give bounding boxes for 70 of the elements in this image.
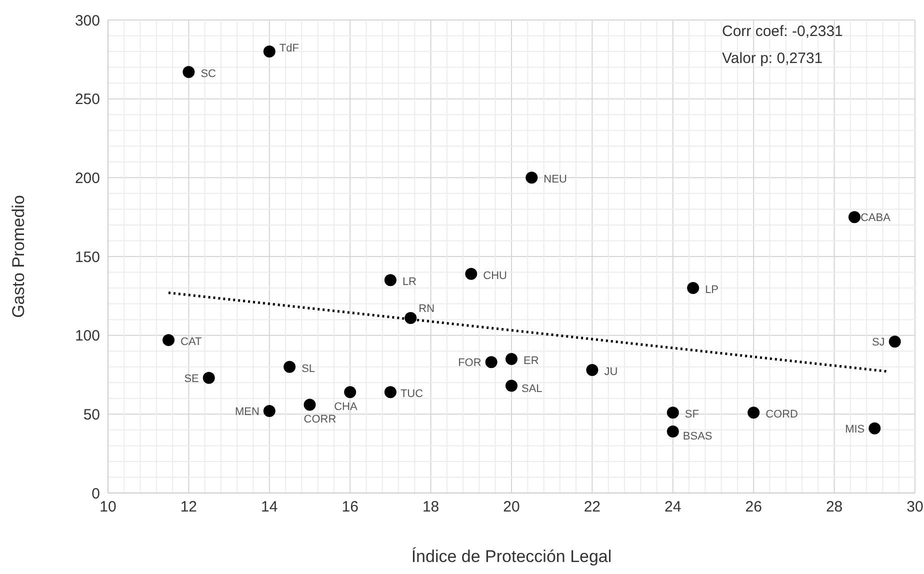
x-tick-label: 22 xyxy=(584,498,601,516)
y-tick-label: 200 xyxy=(74,170,100,187)
annotation: SJ xyxy=(872,336,885,349)
annotation: TUC xyxy=(400,388,424,400)
point xyxy=(868,422,881,434)
annotation: CHA xyxy=(334,401,358,414)
x-tick-label: 30 xyxy=(906,498,924,516)
point xyxy=(263,46,276,58)
y-tick-label: 300 xyxy=(74,12,100,30)
annotation: CORD xyxy=(766,408,798,421)
point xyxy=(284,360,296,373)
point xyxy=(182,66,195,78)
point xyxy=(848,211,860,224)
y-tick-label: 50 xyxy=(83,406,100,424)
annotation: FOR xyxy=(458,357,482,370)
point xyxy=(263,405,276,418)
annotation: Corr coef: -0,2331 xyxy=(722,22,844,42)
x-tick-label: 14 xyxy=(261,498,278,516)
point xyxy=(202,372,215,384)
y-tick-label: 150 xyxy=(74,248,100,266)
point xyxy=(384,386,396,398)
annotation: CAT xyxy=(180,336,202,348)
point xyxy=(687,282,700,294)
point xyxy=(344,386,356,398)
point xyxy=(506,380,518,392)
point xyxy=(485,356,498,368)
x-tick-label: 10 xyxy=(100,498,116,516)
y-tick-label: 250 xyxy=(74,91,100,108)
y-tick-label: 100 xyxy=(74,328,100,345)
annotation: RN xyxy=(418,302,435,315)
annotation: MEN xyxy=(234,406,260,418)
annotation: MIS xyxy=(845,423,865,436)
point xyxy=(506,352,518,365)
annotation: SE xyxy=(184,372,199,385)
annotation: SC xyxy=(200,68,216,80)
annotation: LR xyxy=(402,276,417,288)
point xyxy=(384,274,396,286)
annotation: ER xyxy=(524,354,539,367)
x-tick-label: 18 xyxy=(422,498,440,516)
x-axis-title: Índice de Protección Legal xyxy=(411,547,612,566)
annotation: SF xyxy=(684,408,700,421)
point xyxy=(748,406,760,419)
annotation: LP xyxy=(705,284,719,296)
point xyxy=(526,172,538,184)
point xyxy=(465,268,478,280)
x-tick-label: 24 xyxy=(664,498,682,516)
annotation: JU xyxy=(604,366,618,378)
point xyxy=(666,426,679,438)
x-tick-label: 20 xyxy=(503,498,520,516)
y-axis-title: Gasto Promedio xyxy=(9,195,28,318)
annotation: TdF xyxy=(279,42,300,55)
x-tick-label: 26 xyxy=(745,498,762,516)
annotation: SL xyxy=(302,362,316,375)
annotation: BSAS xyxy=(682,430,712,443)
y-tick-label: 0 xyxy=(92,485,100,502)
annotation: SAL xyxy=(522,382,542,395)
point xyxy=(304,398,316,411)
annotation: CORR xyxy=(304,414,336,426)
point xyxy=(888,336,901,348)
point xyxy=(162,334,175,346)
annotation: Valor p: 0,2731 xyxy=(722,49,824,69)
point xyxy=(404,312,417,324)
annotation: NEU xyxy=(544,174,567,186)
annotation: CABA xyxy=(860,212,892,224)
point xyxy=(586,364,598,376)
point xyxy=(666,406,679,419)
x-tick-label: 28 xyxy=(826,498,843,516)
x-tick-label: 16 xyxy=(342,498,358,516)
annotation: CHU xyxy=(483,270,508,282)
x-tick-label: 12 xyxy=(180,498,198,516)
